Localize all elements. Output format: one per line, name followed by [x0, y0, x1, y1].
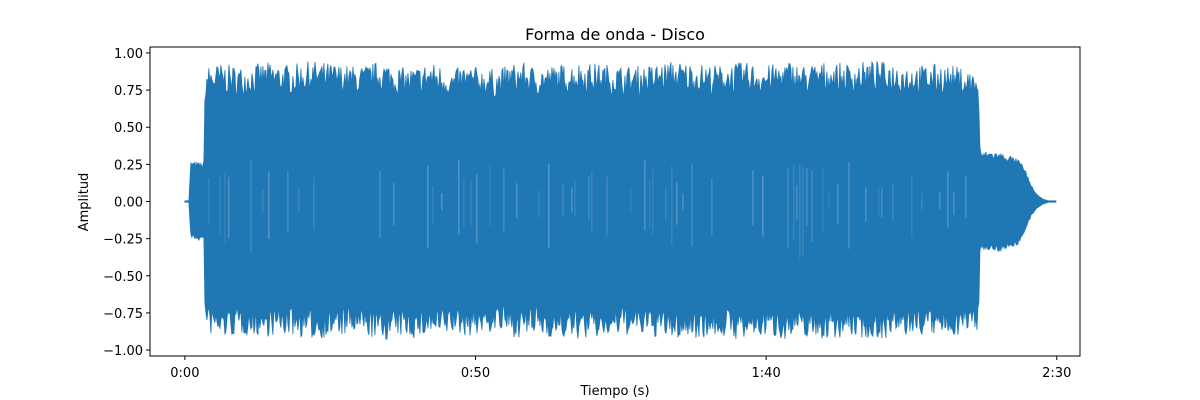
y-tick-label: 0.25	[114, 158, 143, 173]
x-tick-label: 0:50	[461, 366, 490, 381]
x-axis: 0:00 0:50 1:40 2:30	[170, 356, 1071, 381]
y-tick-label: 0.50	[114, 121, 143, 136]
y-tick-label: 0.00	[114, 196, 143, 211]
y-axis-label: Amplitud	[77, 173, 92, 232]
x-tick-label: 2:30	[1042, 366, 1071, 381]
x-axis-label: Tiempo (s)	[579, 384, 649, 399]
y-tick-label: −1.00	[103, 344, 143, 359]
y-tick-label: 1.00	[114, 47, 143, 62]
x-tick-label: 0:00	[170, 366, 199, 381]
y-tick-label: −0.25	[103, 233, 143, 248]
waveform-envelope	[184, 60, 1057, 340]
y-tick-label: 0.75	[114, 84, 143, 99]
waveform-detail	[208, 159, 967, 258]
y-tick-label: −0.75	[103, 307, 143, 322]
plot-area	[184, 60, 1057, 340]
chart-title: Forma de onda - Disco	[525, 25, 705, 44]
y-axis: 1.00 0.75 0.50 0.25 0.00 −0.25 −0.50 −0.75 −1.00	[103, 47, 150, 359]
x-tick-label: 1:40	[752, 366, 781, 381]
y-tick-label: −0.50	[103, 270, 143, 285]
